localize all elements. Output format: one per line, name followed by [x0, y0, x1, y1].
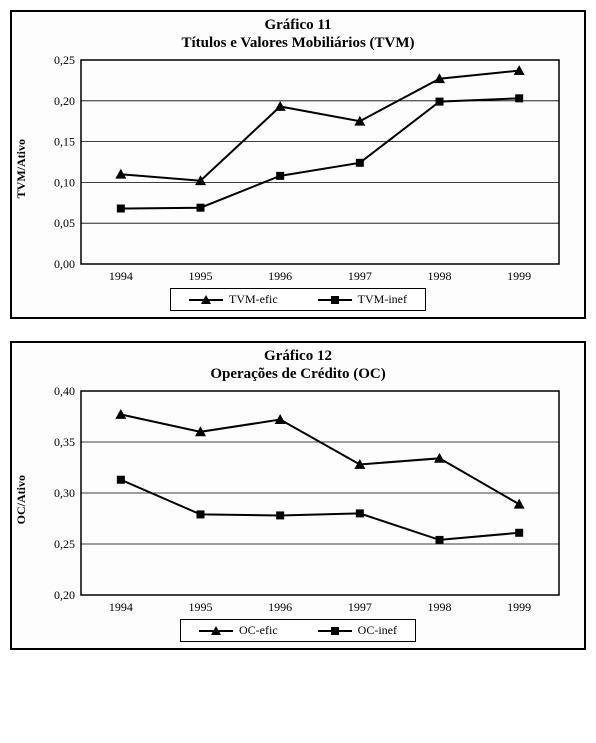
chart-oc-title-line2: Operações de Crédito (OC) — [12, 365, 584, 383]
chart-tvm: Gráfico 11 Títulos e Valores Mobiliários… — [10, 10, 586, 319]
svg-text:1997: 1997 — [348, 269, 372, 283]
chart-oc-svg: 0,20 0,25 0,30 0,35 0,40 1994 1995 1996 1997 1998… — [31, 385, 571, 615]
svg-text:1994: 1994 — [109, 269, 133, 283]
svg-text:0,35: 0,35 — [54, 435, 75, 449]
svg-text:0,20: 0,20 — [54, 588, 75, 602]
chart-oc-legend: OC-efic OC-inef — [180, 619, 416, 642]
chart-tvm-svg: 0,00 0,05 0,10 0,15 0,20 0,25 1994 1995 1996 1997… — [31, 54, 571, 284]
legend-item-tvm-efic: TVM-efic — [189, 292, 278, 307]
svg-text:0,00: 0,00 — [54, 257, 75, 271]
legend-label: OC-inef — [358, 623, 397, 638]
svg-text:0,40: 0,40 — [54, 385, 75, 398]
square-icon — [318, 294, 352, 306]
chart-oc-plot-wrap: OC/Ativo 0,20 0,25 0,30 0,35 0,40 1994 1995 199… — [12, 385, 584, 615]
chart-oc-title: Gráfico 12 Operações de Crédito (OC) — [12, 343, 584, 385]
svg-text:1998: 1998 — [428, 600, 452, 614]
svg-text:0,15: 0,15 — [54, 135, 75, 149]
svg-text:0,10: 0,10 — [54, 175, 75, 189]
svg-text:1998: 1998 — [428, 269, 452, 283]
legend-label: TVM-inef — [358, 292, 407, 307]
svg-text:0,30: 0,30 — [54, 486, 75, 500]
legend-label: TVM-efic — [229, 292, 278, 307]
legend-label: OC-efic — [239, 623, 278, 638]
chart-tvm-plot-wrap: TVM/Ativo 0,00 0,05 0,10 0,15 0,20 0,25 1994 19… — [12, 54, 584, 284]
chart-tvm-title-line2: Títulos e Valores Mobiliários (TVM) — [12, 34, 584, 52]
svg-text:1999: 1999 — [507, 600, 531, 614]
svg-text:1996: 1996 — [268, 269, 292, 283]
chart-tvm-title: Gráfico 11 Títulos e Valores Mobiliários… — [12, 12, 584, 54]
chart-tvm-title-line1: Gráfico 11 — [12, 16, 584, 34]
square-icon — [318, 625, 352, 637]
svg-text:0,25: 0,25 — [54, 537, 75, 551]
chart-oc: Gráfico 12 Operações de Crédito (OC) OC/… — [10, 341, 586, 650]
svg-text:1999: 1999 — [507, 269, 531, 283]
triangle-icon — [189, 294, 223, 306]
svg-text:0,25: 0,25 — [54, 54, 75, 67]
svg-text:1996: 1996 — [268, 600, 292, 614]
legend-item-oc-efic: OC-efic — [199, 623, 278, 638]
legend-item-oc-inef: OC-inef — [318, 623, 397, 638]
svg-text:0,20: 0,20 — [54, 94, 75, 108]
svg-text:1994: 1994 — [109, 600, 133, 614]
chart-oc-title-line1: Gráfico 12 — [12, 347, 584, 365]
chart-tvm-legend: TVM-efic TVM-inef — [170, 288, 426, 311]
svg-text:1995: 1995 — [189, 600, 213, 614]
chart-oc-ylabel: OC/Ativo — [12, 471, 31, 528]
legend-item-tvm-inef: TVM-inef — [318, 292, 407, 307]
svg-text:1995: 1995 — [189, 269, 213, 283]
svg-text:0,05: 0,05 — [54, 216, 75, 230]
chart-tvm-ylabel: TVM/Ativo — [12, 135, 31, 202]
svg-text:1997: 1997 — [348, 600, 372, 614]
triangle-icon — [199, 625, 233, 637]
